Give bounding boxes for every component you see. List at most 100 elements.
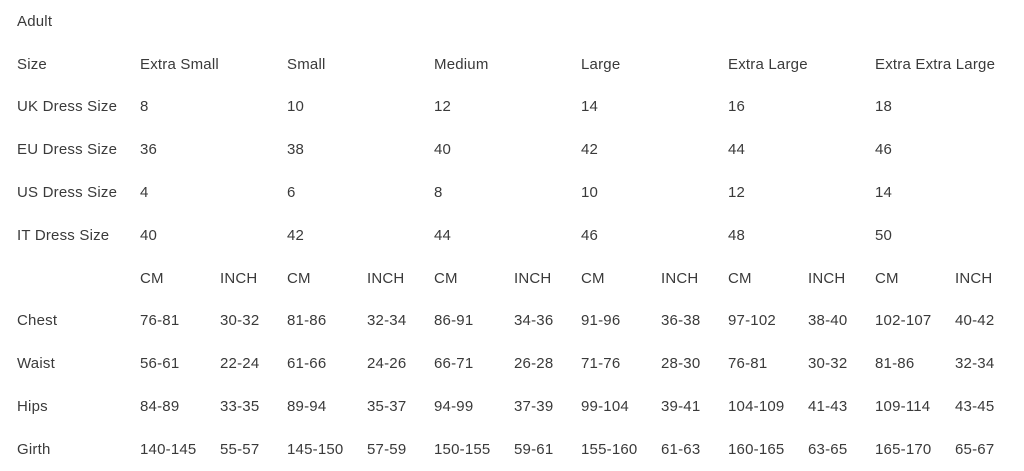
size-chart-table: Adult Size Extra Small Small Medium Larg… [17, 0, 1022, 471]
dress-size-value: 44 [434, 226, 452, 244]
measurement-value: 32-34 [955, 355, 995, 373]
row-label-size: Size [17, 55, 47, 73]
measurement-value: 28-30 [661, 355, 701, 373]
measurement-value: 145-150 [287, 440, 344, 458]
dress-size-value: 48 [728, 226, 746, 244]
measurement-value: 56-61 [140, 355, 180, 373]
measurement-value: 76-81 [140, 312, 180, 330]
measurement-value: 155-160 [581, 440, 638, 458]
measurement-value: 150-155 [434, 440, 491, 458]
measurement-value: 22-24 [220, 355, 260, 373]
unit-header: CM [434, 269, 458, 287]
measurement-value: 76-81 [728, 355, 768, 373]
dress-size-value: 14 [875, 184, 893, 202]
unit-header: INCH [661, 269, 699, 287]
measurement-value: 40-42 [955, 312, 995, 330]
measurement-value: 61-66 [287, 355, 327, 373]
measurement-value: 57-59 [367, 440, 407, 458]
dress-size-value: 12 [728, 184, 746, 202]
row-label-empty [17, 257, 140, 300]
row-label: IT Dress Size [17, 226, 110, 244]
measurement-value: 41-43 [808, 398, 848, 416]
measurement-value: 81-86 [287, 312, 327, 330]
dress-size-value: 10 [581, 184, 599, 202]
unit-header: CM [875, 269, 899, 287]
measurement-value: 55-57 [220, 440, 260, 458]
measurement-row: Girth 140-145 55-57 145-150 57-59 150-15… [17, 428, 1022, 471]
unit-header-row: CM INCH CM INCH CM INCH CM INCH CM INCH … [17, 257, 1022, 300]
measurement-value: 94-99 [434, 398, 474, 416]
measurement-value: 109-114 [875, 398, 931, 416]
measurement-value: 39-41 [661, 398, 701, 416]
measurement-value: 84-89 [140, 398, 180, 416]
measurement-value: 91-96 [581, 312, 621, 330]
measurement-value: 37-39 [514, 398, 554, 416]
dress-size-value: 18 [875, 98, 893, 116]
dress-size-row: IT Dress Size 40 42 44 46 48 50 [17, 214, 1022, 257]
measurement-value: 160-165 [728, 440, 785, 458]
dress-size-value: 8 [140, 98, 149, 116]
dress-size-row: EU Dress Size 36 38 40 42 44 46 [17, 128, 1022, 171]
measurement-value: 63-65 [808, 440, 848, 458]
size-header-row: Size Extra Small Small Medium Large Extr… [17, 43, 1022, 86]
size-name: Extra Extra Large [875, 55, 996, 73]
measurement-value: 30-32 [220, 312, 260, 330]
measurement-value: 26-28 [514, 355, 554, 373]
unit-header: INCH [808, 269, 846, 287]
measurement-value: 35-37 [367, 398, 407, 416]
measurement-value: 140-145 [140, 440, 197, 458]
unit-header: CM [728, 269, 752, 287]
measurement-value: 81-86 [875, 355, 915, 373]
unit-header: CM [287, 269, 311, 287]
dress-size-value: 4 [140, 184, 149, 202]
dress-size-value: 8 [434, 184, 443, 202]
measurement-value: 97-102 [728, 312, 776, 330]
dress-size-value: 42 [581, 141, 599, 159]
row-label: EU Dress Size [17, 141, 118, 159]
unit-header: CM [140, 269, 164, 287]
row-label: UK Dress Size [17, 98, 118, 116]
measurement-row: Chest 76-81 30-32 81-86 32-34 86-91 34-3… [17, 300, 1022, 343]
dress-size-value: 50 [875, 226, 893, 244]
row-label: Girth [17, 440, 51, 458]
measurement-value: 102-107 [875, 312, 932, 330]
dress-size-value: 44 [728, 141, 746, 159]
unit-header: INCH [955, 269, 993, 287]
dress-size-value: 14 [581, 98, 599, 116]
dress-size-value: 12 [434, 98, 452, 116]
dress-size-value: 42 [287, 226, 305, 244]
measurement-value: 89-94 [287, 398, 327, 416]
size-name: Extra Small [140, 55, 219, 73]
unit-header: INCH [514, 269, 552, 287]
title-row: Adult [17, 0, 1022, 43]
measurement-value: 71-76 [581, 355, 621, 373]
row-label: Waist [17, 355, 55, 373]
unit-header: INCH [367, 269, 405, 287]
dress-size-value: 46 [581, 226, 599, 244]
measurement-value: 36-38 [661, 312, 701, 330]
measurement-value: 33-35 [220, 398, 260, 416]
size-name: Medium [434, 55, 489, 73]
size-name: Extra Large [728, 55, 808, 73]
measurement-value: 66-71 [434, 355, 474, 373]
row-label: Hips [17, 398, 48, 416]
measurement-value: 65-67 [955, 440, 995, 458]
dress-size-row: UK Dress Size 8 10 12 14 16 18 [17, 86, 1022, 129]
measurement-value: 99-104 [581, 398, 629, 416]
dress-size-value: 16 [728, 98, 746, 116]
row-label: Chest [17, 312, 58, 330]
dress-size-value: 10 [287, 98, 305, 116]
dress-size-value: 36 [140, 141, 158, 159]
measurement-value: 165-170 [875, 440, 932, 458]
measurement-value: 24-26 [367, 355, 407, 373]
measurement-row: Hips 84-89 33-35 89-94 35-37 94-99 37-39… [17, 385, 1022, 428]
size-name: Small [287, 55, 326, 73]
dress-size-row: US Dress Size 4 6 8 10 12 14 [17, 171, 1022, 214]
measurement-value: 61-63 [661, 440, 701, 458]
measurement-value: 104-109 [728, 398, 785, 416]
size-name: Large [581, 55, 621, 73]
measurement-value: 86-91 [434, 312, 474, 330]
dress-size-value: 6 [287, 184, 296, 202]
measurement-value: 43-45 [955, 398, 995, 416]
